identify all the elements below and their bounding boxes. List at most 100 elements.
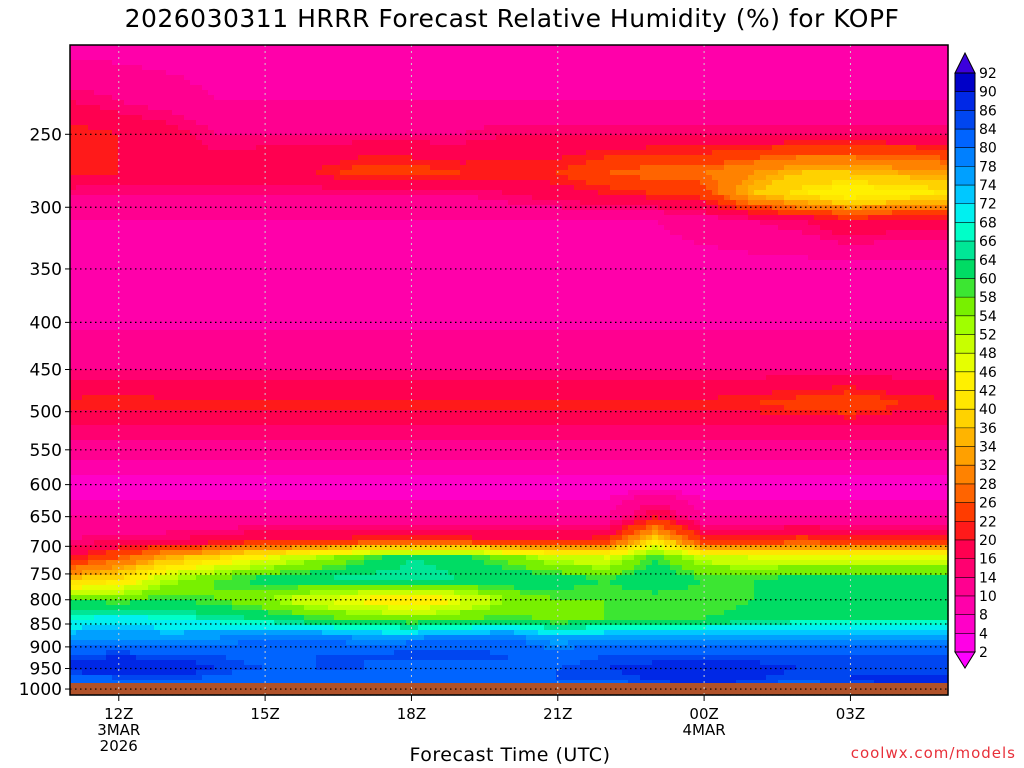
colorbar-label: 14 xyxy=(979,570,997,586)
x-tick-label: 15Z xyxy=(250,705,279,723)
y-tick-label: 850 xyxy=(30,615,62,635)
colorbar-label: 78 xyxy=(979,159,997,175)
colorbar-label: 54 xyxy=(979,309,997,325)
colorbar-label: 26 xyxy=(979,496,997,512)
colorbar-segment xyxy=(955,147,975,167)
colorbar-segment xyxy=(955,539,975,559)
colorbar-segment xyxy=(955,222,975,242)
colorbar-segment xyxy=(955,297,975,317)
y-tick-label: 600 xyxy=(30,476,62,496)
colorbar-label: 84 xyxy=(979,122,997,138)
y-tick-label: 700 xyxy=(30,537,62,557)
y-tick-label: 750 xyxy=(30,565,62,585)
colorbar-segment xyxy=(955,185,975,205)
colorbar-segment xyxy=(955,390,975,410)
colorbar-label: 10 xyxy=(979,589,997,605)
colorbar-segment xyxy=(955,353,975,373)
y-tick-label: 450 xyxy=(30,361,62,381)
colorbar-segment xyxy=(955,614,975,634)
x-tick-label: 12Z xyxy=(104,705,133,723)
colorbar-label: 64 xyxy=(979,253,997,269)
colorbar-label: 86 xyxy=(979,103,997,119)
colorbar-segment xyxy=(955,409,975,429)
chart-title: 2026030311 HRRR Forecast Relative Humidi… xyxy=(124,4,900,33)
colorbar-label: 2 xyxy=(979,645,988,661)
y-tick-label: 500 xyxy=(30,403,62,423)
grid-lines xyxy=(70,45,948,695)
colorbar-segment xyxy=(955,521,975,541)
colorbar-label: 20 xyxy=(979,533,997,549)
colorbar-segment xyxy=(955,315,975,335)
colorbar-label: 42 xyxy=(979,384,997,400)
colorbar-segment xyxy=(955,633,975,653)
colorbar-segment xyxy=(955,483,975,503)
y-tick-label: 800 xyxy=(30,591,62,611)
credit-link[interactable]: coolwx.com/models xyxy=(850,744,1016,762)
colorbar-segment xyxy=(955,558,975,578)
x-tick-label: 3MAR xyxy=(97,721,140,739)
colorbar-segment xyxy=(955,502,975,522)
colorbar: 2481014162022262832343640424648525458606… xyxy=(954,51,997,669)
colorbar-label: 34 xyxy=(979,440,997,456)
y-tick-label: 650 xyxy=(30,508,62,528)
colorbar-label: 22 xyxy=(979,514,997,530)
colorbar-label: 28 xyxy=(979,477,997,493)
colorbar-segment xyxy=(955,129,975,149)
y-tick-label: 900 xyxy=(30,638,62,658)
colorbar-label: 36 xyxy=(979,421,997,437)
y-tick-label: 950 xyxy=(30,660,62,680)
colorbar-label: 16 xyxy=(979,552,997,568)
colorbar-top-arrow xyxy=(954,51,976,74)
y-tick-label: 550 xyxy=(30,441,62,461)
colorbar-segment xyxy=(955,427,975,447)
colorbar-label: 68 xyxy=(979,215,997,231)
colorbar-segment xyxy=(955,259,975,279)
x-tick-label: 2026 xyxy=(100,737,138,755)
x-tick-label: 4MAR xyxy=(683,721,726,739)
colorbar-label: 72 xyxy=(979,197,997,213)
colorbar-label: 60 xyxy=(979,271,997,287)
x-tick-label: 21Z xyxy=(543,705,572,723)
colorbar-segment xyxy=(955,595,975,615)
colorbar-label: 90 xyxy=(979,85,997,101)
colorbar-segment xyxy=(955,278,975,298)
colorbar-segment xyxy=(955,577,975,597)
colorbar-segment xyxy=(955,73,975,92)
colorbar-label: 52 xyxy=(979,327,997,343)
colorbar-label: 46 xyxy=(979,365,997,381)
colorbar-label: 92 xyxy=(979,66,997,82)
colorbar-segment xyxy=(955,334,975,354)
colorbar-segment xyxy=(955,110,975,130)
x-axis-label: Forecast Time (UTC) xyxy=(409,744,611,766)
colorbar-label: 80 xyxy=(979,141,997,157)
y-tick-label: 400 xyxy=(30,313,62,333)
colorbar-segment xyxy=(955,465,975,485)
colorbar-segment xyxy=(955,166,975,186)
colorbar-segment xyxy=(955,241,975,261)
y-axis: 250 300 350 400 450 500 550 600 650 700 750 800 850 9… xyxy=(19,125,70,700)
colorbar-label: 40 xyxy=(979,402,997,418)
y-tick-label: 350 xyxy=(30,260,62,280)
colorbar-bottom-arrow xyxy=(954,651,976,669)
x-tick-label: 18Z xyxy=(397,705,426,723)
colorbar-label: 48 xyxy=(979,346,997,362)
y-tick-label: 250 xyxy=(30,125,62,145)
colorbar-segment xyxy=(955,371,975,391)
surface-ground-band xyxy=(70,683,948,695)
colorbar-label: 32 xyxy=(979,458,997,474)
rh-contour-field xyxy=(70,45,949,696)
colorbar-label: 8 xyxy=(979,608,988,624)
colorbar-segment xyxy=(955,203,975,223)
y-tick-label: 300 xyxy=(30,198,62,218)
x-tick-label: 03Z xyxy=(836,705,865,723)
colorbar-label: 74 xyxy=(979,178,997,194)
colorbar-label: 58 xyxy=(979,290,997,306)
colorbar-label: 4 xyxy=(979,626,988,642)
colorbar-segment xyxy=(955,91,975,111)
y-tick-label: 1000 xyxy=(19,680,62,700)
x-tick-label: 00Z xyxy=(689,705,718,723)
colorbar-label: 66 xyxy=(979,234,997,250)
colorbar-segment xyxy=(955,446,975,466)
